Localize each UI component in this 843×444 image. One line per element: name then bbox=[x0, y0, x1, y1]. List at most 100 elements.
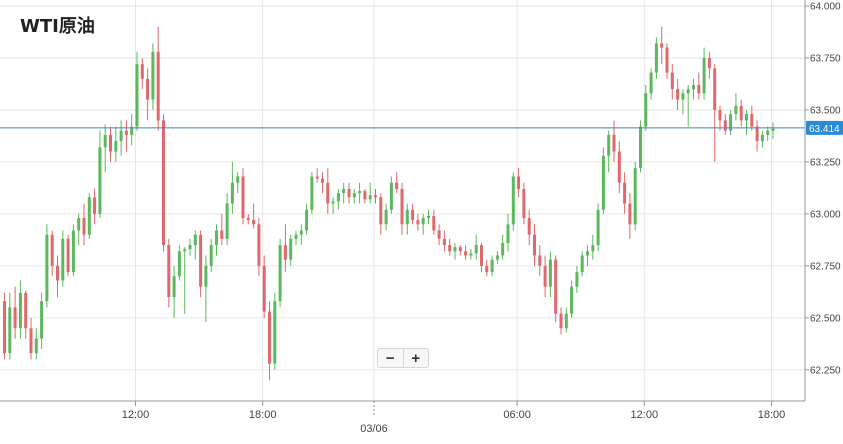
zoom-out-button[interactable]: − bbox=[385, 349, 395, 367]
candle-body bbox=[453, 247, 457, 252]
candle bbox=[533, 224, 536, 266]
candle bbox=[310, 172, 314, 214]
candle-body bbox=[183, 249, 187, 252]
candle-body bbox=[177, 251, 181, 277]
candle-body bbox=[109, 134, 112, 152]
candle-body bbox=[209, 245, 213, 266]
candle bbox=[8, 292, 12, 360]
candle bbox=[188, 238, 192, 256]
candle-body bbox=[156, 51, 160, 121]
candle-body bbox=[437, 230, 441, 239]
candle bbox=[490, 255, 494, 277]
candle bbox=[29, 317, 33, 360]
candle-body bbox=[225, 203, 229, 239]
candle-body bbox=[71, 230, 75, 273]
candle bbox=[352, 188, 356, 204]
x-tick-label: 18:00 bbox=[249, 409, 277, 421]
candle bbox=[336, 188, 340, 210]
candle-body bbox=[495, 255, 499, 260]
candle bbox=[676, 78, 680, 110]
candle bbox=[766, 126, 770, 142]
candle bbox=[511, 172, 515, 231]
zoom-in-button[interactable]: + bbox=[402, 349, 429, 367]
candle-body bbox=[596, 209, 600, 246]
candle-body bbox=[533, 234, 536, 256]
candle bbox=[358, 182, 362, 204]
candle bbox=[665, 43, 669, 79]
candle-body bbox=[379, 197, 383, 225]
candle-body bbox=[564, 313, 568, 329]
candle bbox=[427, 209, 430, 225]
candle-body bbox=[342, 188, 346, 194]
candle bbox=[162, 114, 165, 252]
candle-body bbox=[623, 182, 627, 204]
candle-body bbox=[570, 286, 574, 314]
candle bbox=[670, 64, 674, 100]
candle bbox=[3, 292, 6, 360]
candle bbox=[257, 218, 261, 277]
candle-body bbox=[702, 57, 706, 94]
candle-body bbox=[707, 57, 711, 69]
x-tick-label: 12:00 bbox=[122, 409, 150, 421]
candle bbox=[66, 234, 70, 277]
candle-body bbox=[103, 134, 107, 148]
candle bbox=[723, 114, 727, 135]
candle bbox=[739, 99, 743, 127]
candle bbox=[586, 245, 589, 266]
candle-body bbox=[241, 176, 245, 219]
candle-body bbox=[713, 68, 717, 110]
y-tick-label: 63.500 bbox=[810, 105, 841, 116]
candle-body bbox=[299, 230, 303, 235]
candle bbox=[326, 168, 330, 214]
candle bbox=[734, 93, 738, 121]
candle-body bbox=[612, 134, 616, 152]
y-tick-label: 64.000 bbox=[810, 2, 841, 13]
candle bbox=[34, 328, 38, 360]
candle-body bbox=[601, 155, 605, 210]
candle bbox=[262, 255, 266, 318]
candle-body bbox=[490, 259, 494, 273]
candle bbox=[289, 234, 293, 266]
candles bbox=[3, 26, 775, 381]
candle bbox=[538, 245, 542, 277]
candle bbox=[82, 203, 86, 246]
candle-body bbox=[586, 251, 589, 256]
candle bbox=[760, 130, 764, 148]
y-tick-label: 62.750 bbox=[810, 261, 841, 272]
candle bbox=[596, 203, 600, 252]
candle-body bbox=[119, 130, 123, 142]
candle-body bbox=[432, 215, 436, 231]
candle bbox=[283, 224, 287, 273]
candle bbox=[464, 245, 468, 260]
candle-body bbox=[681, 93, 685, 100]
y-tick-label: 62.500 bbox=[810, 313, 841, 324]
candle-body bbox=[686, 89, 690, 94]
candle-body bbox=[760, 134, 764, 142]
candle-body bbox=[273, 301, 277, 364]
candle bbox=[745, 109, 748, 135]
candle-body bbox=[427, 215, 430, 219]
candle bbox=[24, 290, 28, 339]
candle-body bbox=[230, 182, 234, 204]
candle-body bbox=[130, 126, 134, 135]
candle-body bbox=[220, 230, 224, 239]
y-tick-label: 63.000 bbox=[810, 209, 841, 220]
y-tick-label: 63.750 bbox=[810, 53, 841, 64]
axes: 64.000 63.750 63.500 63.250 63.000 62.750 62.5… bbox=[0, 0, 841, 435]
candle-body bbox=[522, 188, 526, 219]
candle-body bbox=[660, 43, 664, 48]
candle bbox=[623, 172, 627, 214]
candle bbox=[729, 109, 733, 135]
candle bbox=[278, 238, 282, 308]
candle bbox=[639, 120, 642, 173]
candle bbox=[543, 255, 547, 298]
candle-body bbox=[61, 238, 65, 281]
candle bbox=[702, 47, 706, 100]
candle bbox=[273, 292, 277, 370]
candle bbox=[548, 251, 552, 298]
candle bbox=[522, 182, 526, 225]
candle-body bbox=[548, 259, 552, 287]
candle-body bbox=[501, 243, 505, 256]
